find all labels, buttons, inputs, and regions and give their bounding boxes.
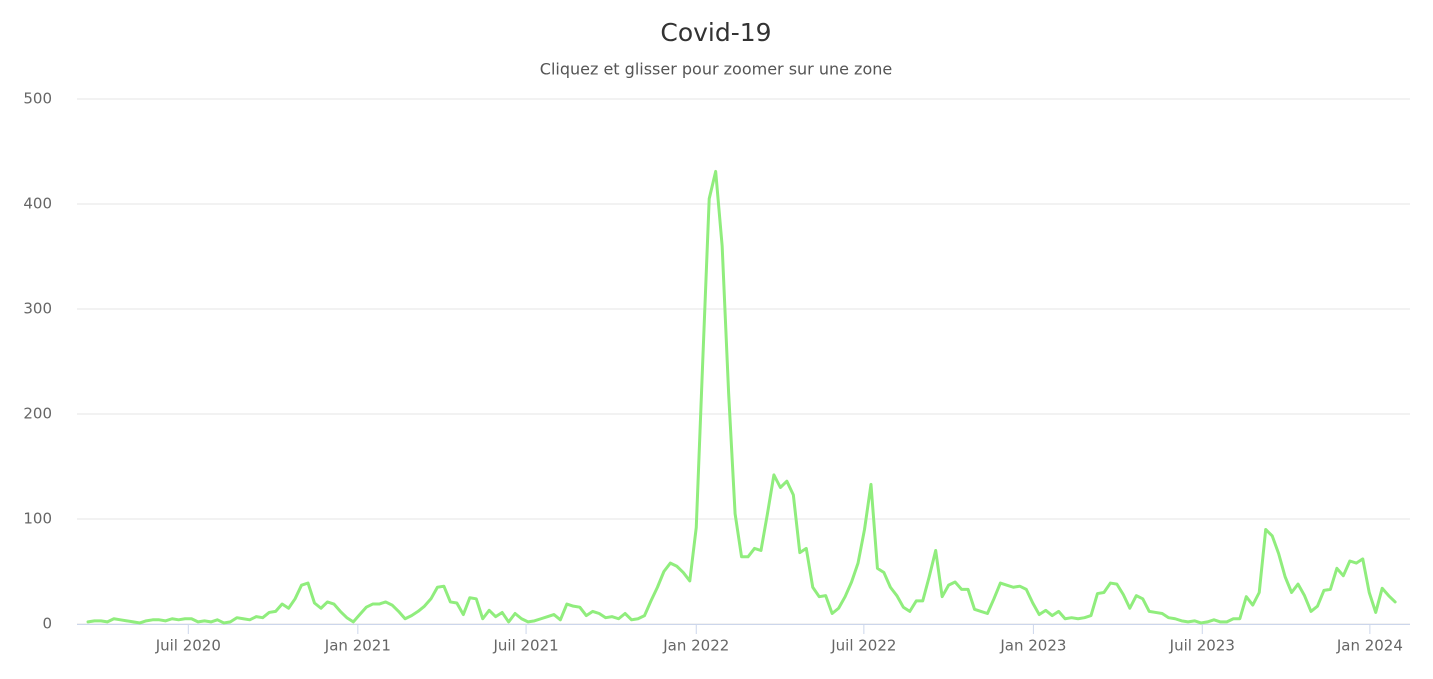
x-tick-label: Juil 2021 (492, 637, 558, 655)
x-tick-label: Juil 2022 (830, 637, 896, 655)
chart-subtitle: Cliquez et glisser pour zoomer sur une z… (540, 60, 892, 79)
y-tick-label: 200 (23, 405, 52, 423)
y-tick-label: 500 (23, 90, 52, 108)
y-tick-label: 300 (23, 300, 52, 318)
y-tick-label: 400 (23, 195, 52, 213)
x-tick-label: Juil 2023 (1169, 637, 1235, 655)
x-tick-label: Juil 2020 (155, 637, 221, 655)
y-tick-label: 100 (23, 510, 52, 528)
x-tick-label: Jan 2021 (324, 637, 391, 655)
x-tick-label: Jan 2022 (662, 637, 729, 655)
x-tick-label: Jan 2024 (1336, 637, 1403, 655)
chart-title: Covid-19 (660, 18, 771, 47)
x-tick-label: Jan 2023 (999, 637, 1066, 655)
y-tick-label: 0 (42, 615, 52, 633)
data-line (86, 169, 1397, 625)
